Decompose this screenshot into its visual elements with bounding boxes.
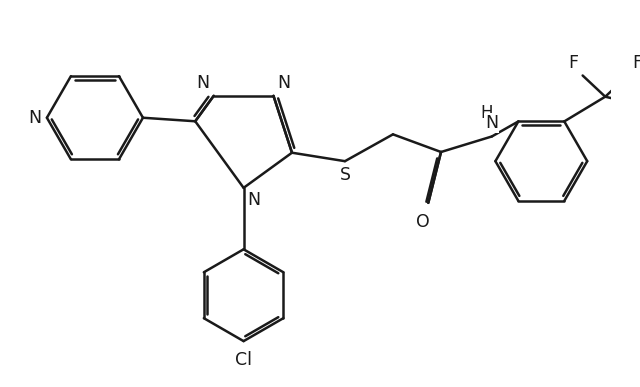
Text: N: N: [247, 191, 260, 209]
Text: S: S: [340, 166, 351, 184]
Text: H: H: [480, 104, 492, 122]
Text: N: N: [196, 74, 209, 92]
Text: N: N: [278, 74, 291, 92]
Text: Cl: Cl: [235, 351, 252, 369]
Text: N: N: [485, 114, 499, 132]
Text: O: O: [416, 213, 429, 231]
Text: F: F: [632, 54, 640, 72]
Text: F: F: [568, 54, 579, 72]
Text: F: F: [639, 95, 640, 113]
Text: N: N: [28, 109, 41, 127]
